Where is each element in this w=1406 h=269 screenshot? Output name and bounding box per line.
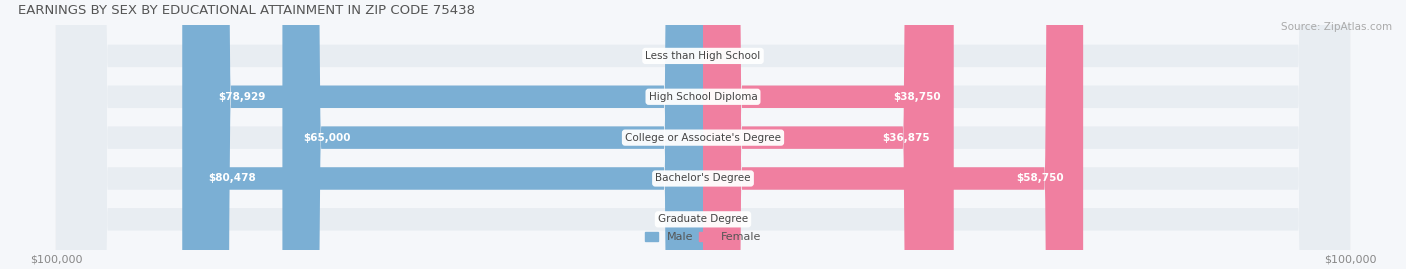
FancyBboxPatch shape xyxy=(703,0,953,269)
Text: Less than High School: Less than High School xyxy=(645,51,761,61)
Text: $0: $0 xyxy=(676,214,690,224)
FancyBboxPatch shape xyxy=(56,0,1350,269)
FancyBboxPatch shape xyxy=(56,0,1350,269)
Text: $0: $0 xyxy=(716,51,730,61)
FancyBboxPatch shape xyxy=(56,0,1350,269)
FancyBboxPatch shape xyxy=(56,0,1350,269)
Text: High School Diploma: High School Diploma xyxy=(648,92,758,102)
Text: $0: $0 xyxy=(716,214,730,224)
Text: College or Associate's Degree: College or Associate's Degree xyxy=(626,133,780,143)
Legend: Male, Female: Male, Female xyxy=(640,227,766,247)
Text: Graduate Degree: Graduate Degree xyxy=(658,214,748,224)
FancyBboxPatch shape xyxy=(703,0,1083,269)
FancyBboxPatch shape xyxy=(56,0,1350,269)
Text: $58,750: $58,750 xyxy=(1017,174,1064,183)
FancyBboxPatch shape xyxy=(193,0,703,269)
FancyBboxPatch shape xyxy=(283,0,703,269)
Text: EARNINGS BY SEX BY EDUCATIONAL ATTAINMENT IN ZIP CODE 75438: EARNINGS BY SEX BY EDUCATIONAL ATTAINMEN… xyxy=(18,4,475,17)
Text: $80,478: $80,478 xyxy=(208,174,256,183)
Text: Bachelor's Degree: Bachelor's Degree xyxy=(655,174,751,183)
Text: Source: ZipAtlas.com: Source: ZipAtlas.com xyxy=(1281,22,1392,31)
Text: $36,875: $36,875 xyxy=(882,133,929,143)
FancyBboxPatch shape xyxy=(183,0,703,269)
Text: $38,750: $38,750 xyxy=(894,92,941,102)
Text: $65,000: $65,000 xyxy=(304,133,352,143)
Text: $78,929: $78,929 xyxy=(218,92,266,102)
Text: $0: $0 xyxy=(676,51,690,61)
FancyBboxPatch shape xyxy=(703,0,942,269)
